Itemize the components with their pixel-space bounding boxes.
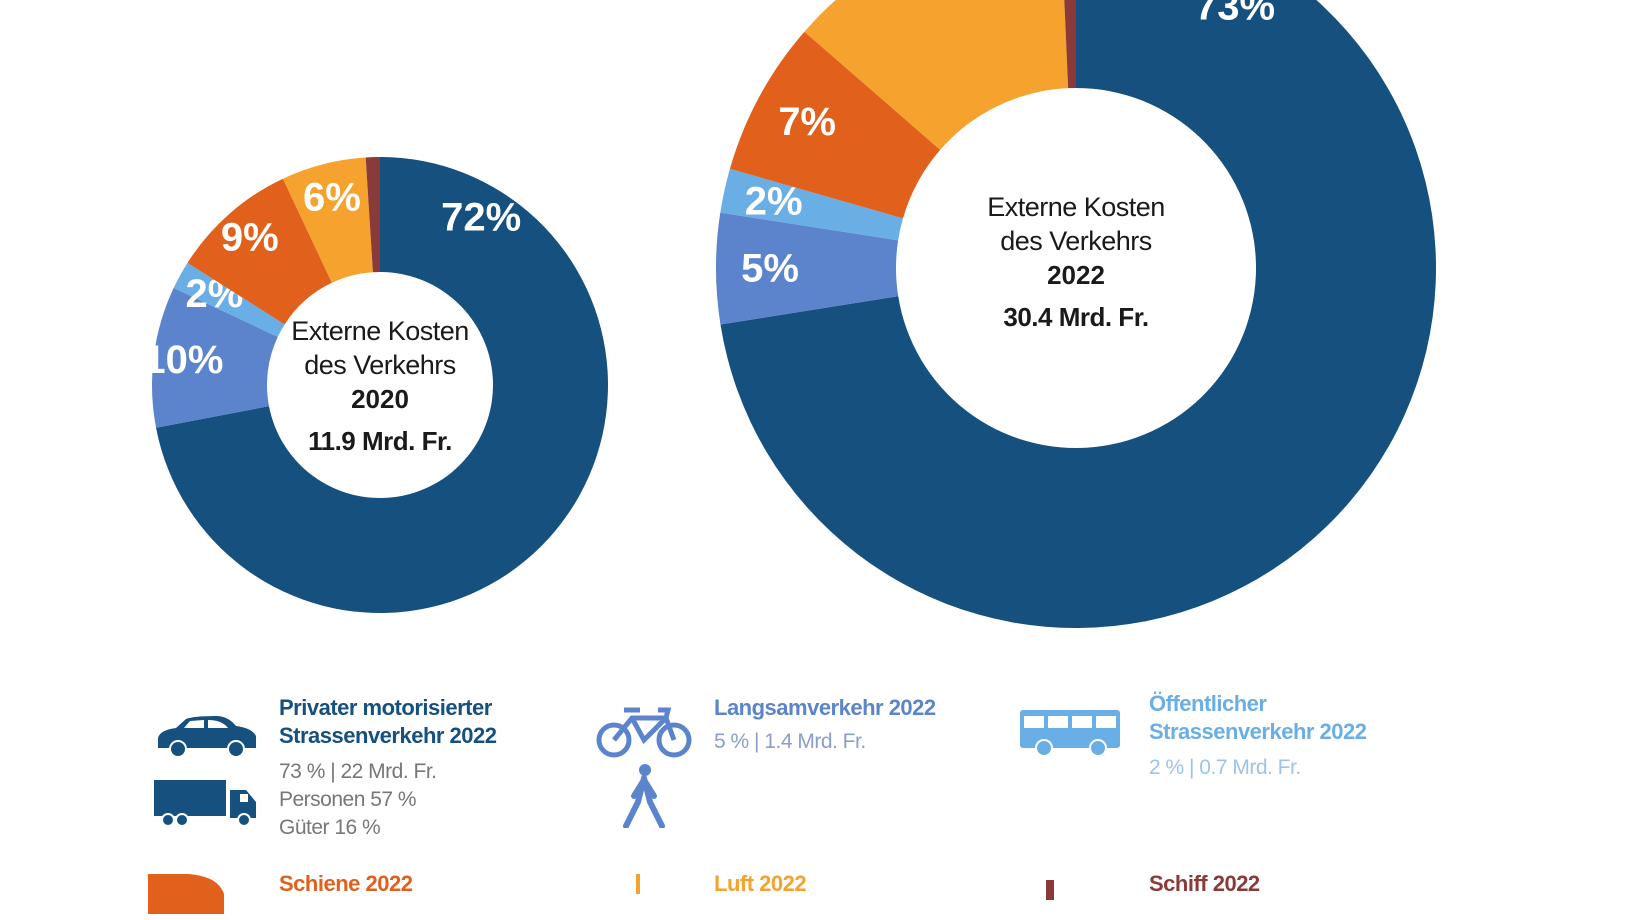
slice-label-2022-schiene: 7% (778, 100, 836, 144)
truck-icon (154, 780, 256, 827)
legend-oev: Öffentlicher Strassenverkehr 2022 2 % | … (1149, 690, 1367, 782)
legend-value: 2 % | 0.7 Mrd. Fr. (1149, 756, 1301, 779)
donut-slice-2022-privat (720, 0, 1436, 628)
donut-slice-2022-schiene (729, 31, 941, 219)
legend-schiene: Schiene 2022 (279, 870, 413, 898)
slice-label-2020-privat: 72% (441, 195, 521, 239)
slice-label-2022-luft: 13% (897, 0, 977, 1)
donut-slice-2022-oev (720, 168, 903, 241)
legend-value: 5 % | 1.4 Mrd. Fr. (714, 730, 866, 753)
donut-center-2022: Externe Kosten des Verkehrs 2022 30.4 Mr… (987, 190, 1165, 342)
ship-icon (1046, 880, 1054, 900)
legend-privat: Privater motorisierter Strassenverkehr 2… (279, 694, 497, 842)
center-total: 30.4 Mrd. Fr. (1003, 302, 1149, 332)
donut-slice-2020-luft (282, 157, 373, 283)
slice-label-2022-langsam: 5% (741, 246, 799, 290)
bicycle-icon (596, 707, 692, 758)
donut-slice-2020-langsam (152, 287, 278, 428)
legend-title: Schiene 2022 (279, 871, 413, 896)
legend-luft: Luft 2022 (714, 870, 807, 898)
legend-value: Güter 16 % (279, 816, 381, 839)
donut-slice-2020-oev (173, 262, 285, 337)
donut-slice-2020-privat (156, 157, 608, 613)
donut-slice-2022-langsam (716, 212, 899, 325)
donut-slice-2020-schiff (365, 157, 380, 273)
center-title: Externe Kosten (987, 192, 1165, 222)
pedestrian-icon (623, 764, 665, 828)
car-icon (158, 716, 256, 758)
center-total: 11.9 Mrd. Fr. (308, 426, 452, 456)
bus-icon (1020, 710, 1120, 757)
donut-slice-2020-schiene (187, 178, 332, 325)
legend-title: Privater motorisierter (279, 695, 492, 720)
legend-title: Luft 2022 (714, 871, 807, 896)
center-title: des Verkehrs (1000, 226, 1152, 256)
center-title: des Verkehrs (304, 350, 456, 380)
donut-center-2020: Externe Kosten des Verkehrs 2020 11.9 Mr… (291, 314, 469, 466)
slice-label-2020-luft: 6% (303, 176, 361, 220)
legend-title: Strassenverkehr 2022 (1149, 719, 1367, 744)
legend-schiff: Schiff 2022 (1149, 870, 1260, 898)
plane-icon (636, 874, 640, 894)
slice-label-2020-langsam: 10% (143, 338, 223, 382)
donut-slice-2022-luft (804, 0, 1069, 150)
donut-slice-2022-schiff (1064, 0, 1076, 89)
center-year: 2020 (351, 384, 409, 414)
slice-label-2020-schiene: 9% (221, 215, 279, 259)
legend-title: Schiff 2022 (1149, 871, 1260, 896)
slice-label-2022-privat: 73% (1195, 0, 1275, 29)
legend-langsam: Langsamverkehr 2022 5 % | 1.4 Mrd. Fr. (714, 694, 936, 756)
center-year: 2022 (1047, 260, 1105, 290)
legend-value: 73 % | 22 Mrd. Fr. (279, 760, 437, 783)
train-icon (148, 874, 224, 914)
legend-title: Langsamverkehr 2022 (714, 695, 936, 720)
legend-title: Strassenverkehr 2022 (279, 723, 497, 748)
legend-value: Personen 57 % (279, 788, 417, 811)
legend-title: Öffentlicher (1149, 691, 1267, 716)
center-title: Externe Kosten (291, 316, 469, 346)
